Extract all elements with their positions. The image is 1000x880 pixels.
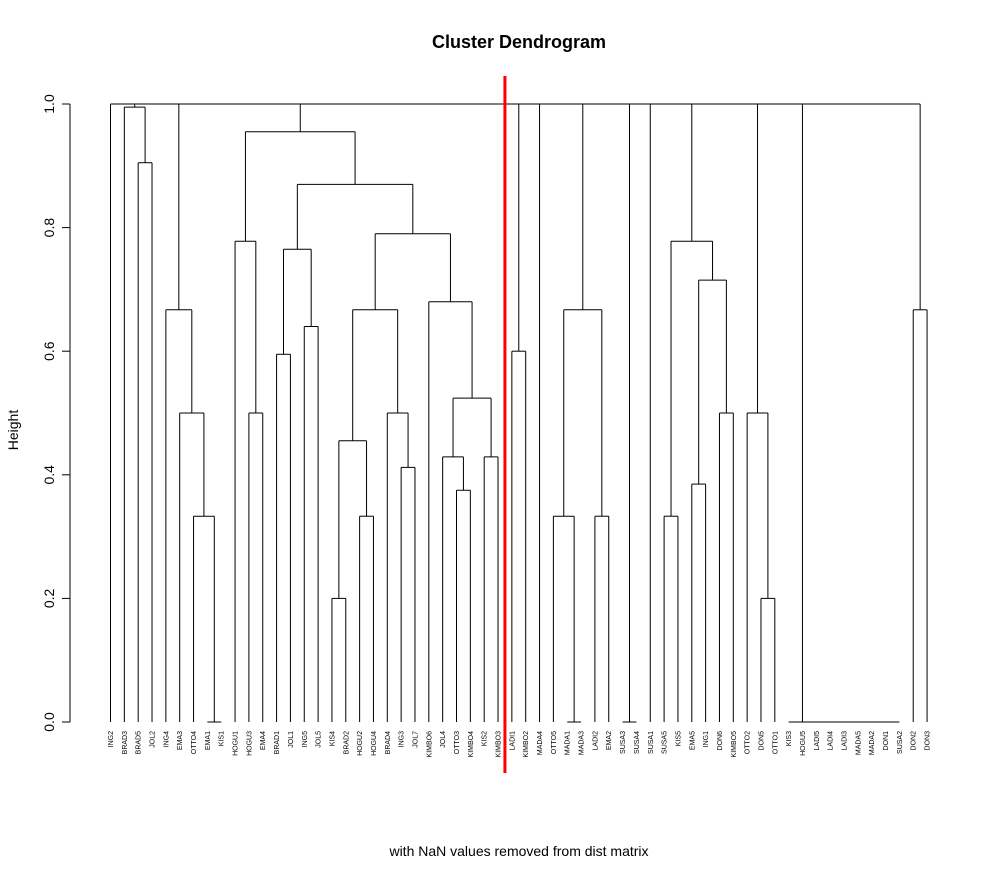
- leaf-label: HOGU4: [371, 731, 378, 756]
- leaf-label: KIMBO4: [468, 731, 475, 758]
- leaf-label: SUSA4: [634, 731, 641, 754]
- leaf-label: LADI5: [814, 731, 821, 751]
- leaf-label: MADA3: [579, 731, 586, 755]
- leaf-label: SUSA3: [620, 731, 627, 754]
- leaf-label: EMA5: [689, 731, 696, 750]
- leaf-label: ING2: [108, 731, 115, 747]
- leaf-label: KIMBO6: [426, 731, 433, 758]
- leaf-label: JOL2: [150, 731, 157, 748]
- leaf-label: DON1: [883, 731, 890, 751]
- x-axis-label: with NaN values removed from dist matrix: [388, 843, 648, 859]
- leaf-label: MADA5: [855, 731, 862, 755]
- y-tick-label: 0.6: [41, 341, 57, 361]
- leaf-label: DON6: [717, 731, 724, 751]
- y-tick-label: 0.2: [41, 588, 57, 608]
- leaf-labels: ING2 BRAD3 BRAD5 JOL2 ING4 EMA3 OTTO4 EMA1 KIS1 H…: [108, 731, 932, 758]
- leaf-label: EMA3: [177, 731, 184, 750]
- leaf-label: DON2: [911, 731, 918, 751]
- leaf-label: OTTO4: [191, 731, 198, 754]
- leaf-label: MADA1: [565, 731, 572, 755]
- leaf-label: BRAD1: [274, 731, 281, 754]
- leaf-label: BRAD2: [343, 731, 350, 754]
- leaf-label: OTTO2: [745, 731, 752, 754]
- leaf-label: KIS2: [482, 731, 489, 746]
- y-tick-label: 0.8: [41, 218, 57, 238]
- y-tick-label: 0.0: [41, 712, 57, 732]
- y-tick-label: 0.4: [41, 465, 57, 485]
- leaf-label: MADA4: [537, 731, 544, 755]
- leaf-label: HOGU5: [800, 731, 807, 756]
- leaf-label: KIMBO3: [496, 731, 503, 758]
- leaf-label: ING4: [163, 731, 170, 747]
- leaf-label: KIMBO5: [731, 731, 738, 758]
- leaf-label: KIS1: [219, 731, 226, 746]
- leaf-label: DON5: [758, 731, 765, 751]
- leaf-label: HOGU2: [357, 731, 364, 756]
- y-tick-label: 1.0: [41, 94, 57, 114]
- leaf-label: BRAD3: [122, 731, 129, 754]
- leaf-label: EMA4: [260, 731, 267, 750]
- y-axis-label: Height: [5, 410, 21, 451]
- leaf-label: BRAD4: [385, 731, 392, 754]
- leaf-label: LADI4: [828, 731, 835, 751]
- leaf-label: SUSA5: [662, 731, 669, 754]
- leaf-label: LADI1: [509, 731, 516, 751]
- leaf-label: EMA1: [205, 731, 212, 750]
- leaf-label: KIS5: [675, 731, 682, 746]
- leaf-label: SUSA1: [648, 731, 655, 754]
- leaf-label: JOL4: [440, 731, 447, 748]
- leaf-label: JOL1: [288, 731, 295, 748]
- chart-title: Cluster Dendrogram: [432, 32, 606, 52]
- leaf-label: KIS3: [786, 731, 793, 746]
- leaf-label: DON3: [925, 731, 932, 751]
- dendrogram-tree: [110, 103, 928, 723]
- leaf-label: JOL7: [412, 731, 419, 748]
- leaf-label: OTTO3: [454, 731, 461, 754]
- leaf-label: KIS4: [329, 731, 336, 746]
- leaf-label: EMA2: [606, 731, 613, 750]
- leaf-label: ING1: [703, 731, 710, 747]
- leaf-label: LADI2: [592, 731, 599, 751]
- leaf-label: ING3: [399, 731, 406, 747]
- leaf-label: HOGU3: [246, 731, 253, 756]
- leaf-label: OTTO1: [772, 731, 779, 754]
- leaf-label: LADI3: [842, 731, 849, 751]
- leaf-label: HOGU1: [233, 731, 240, 756]
- leaf-label: OTTO5: [551, 731, 558, 754]
- leaf-label: KIMBO2: [523, 731, 530, 758]
- leaf-label: BRAD5: [136, 731, 143, 754]
- leaf-label: JOL5: [316, 731, 323, 748]
- leaf-label: MADA2: [869, 731, 876, 755]
- leaf-label: SUSA2: [897, 731, 904, 754]
- leaf-label: ING5: [302, 731, 309, 747]
- y-axis: 0.0 0.2 0.4 0.6 0.8 1.0: [41, 94, 71, 732]
